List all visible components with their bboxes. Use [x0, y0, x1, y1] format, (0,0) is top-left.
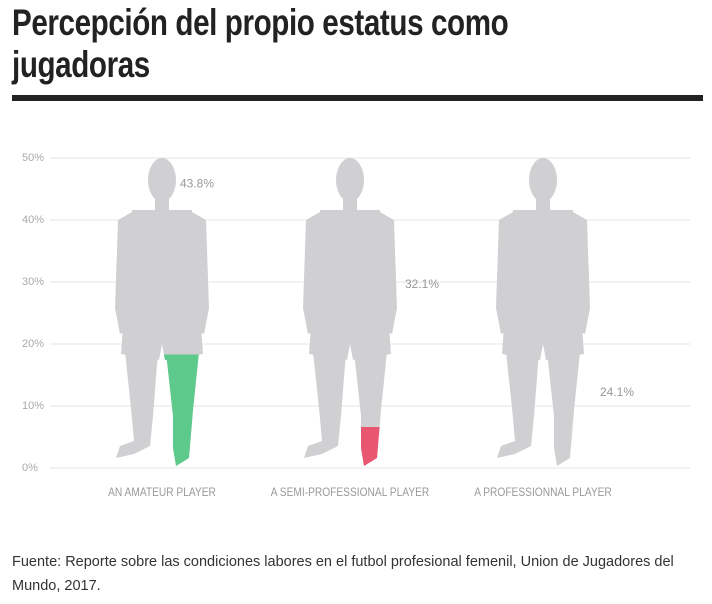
source-note: Fuente: Reporte sobre las condiciones la… [12, 554, 674, 594]
y-tick-label: 20% [22, 338, 44, 350]
value-label: 43.8% [180, 177, 214, 191]
figure-base [303, 158, 397, 466]
y-tick-label: 0% [22, 462, 38, 474]
y-tick-label: 50% [22, 152, 44, 164]
chart-title: Percepción del propio estatus como jugad… [12, 2, 509, 85]
x-tick-label: A PROFESSIONNAL PLAYER [474, 486, 612, 499]
figure-base [496, 158, 590, 466]
value-label: 24.1% [600, 385, 634, 399]
x-tick-label: AN AMATEUR PLAYER [108, 486, 216, 499]
title-rule [12, 95, 703, 101]
y-tick-label: 10% [22, 400, 44, 412]
figure-base [115, 158, 209, 466]
y-tick-label: 40% [22, 214, 44, 226]
x-tick-label: A SEMI-PROFESSIONAL PLAYER [271, 486, 430, 499]
value-label: 32.1% [405, 277, 439, 291]
y-tick-label: 30% [22, 276, 44, 288]
